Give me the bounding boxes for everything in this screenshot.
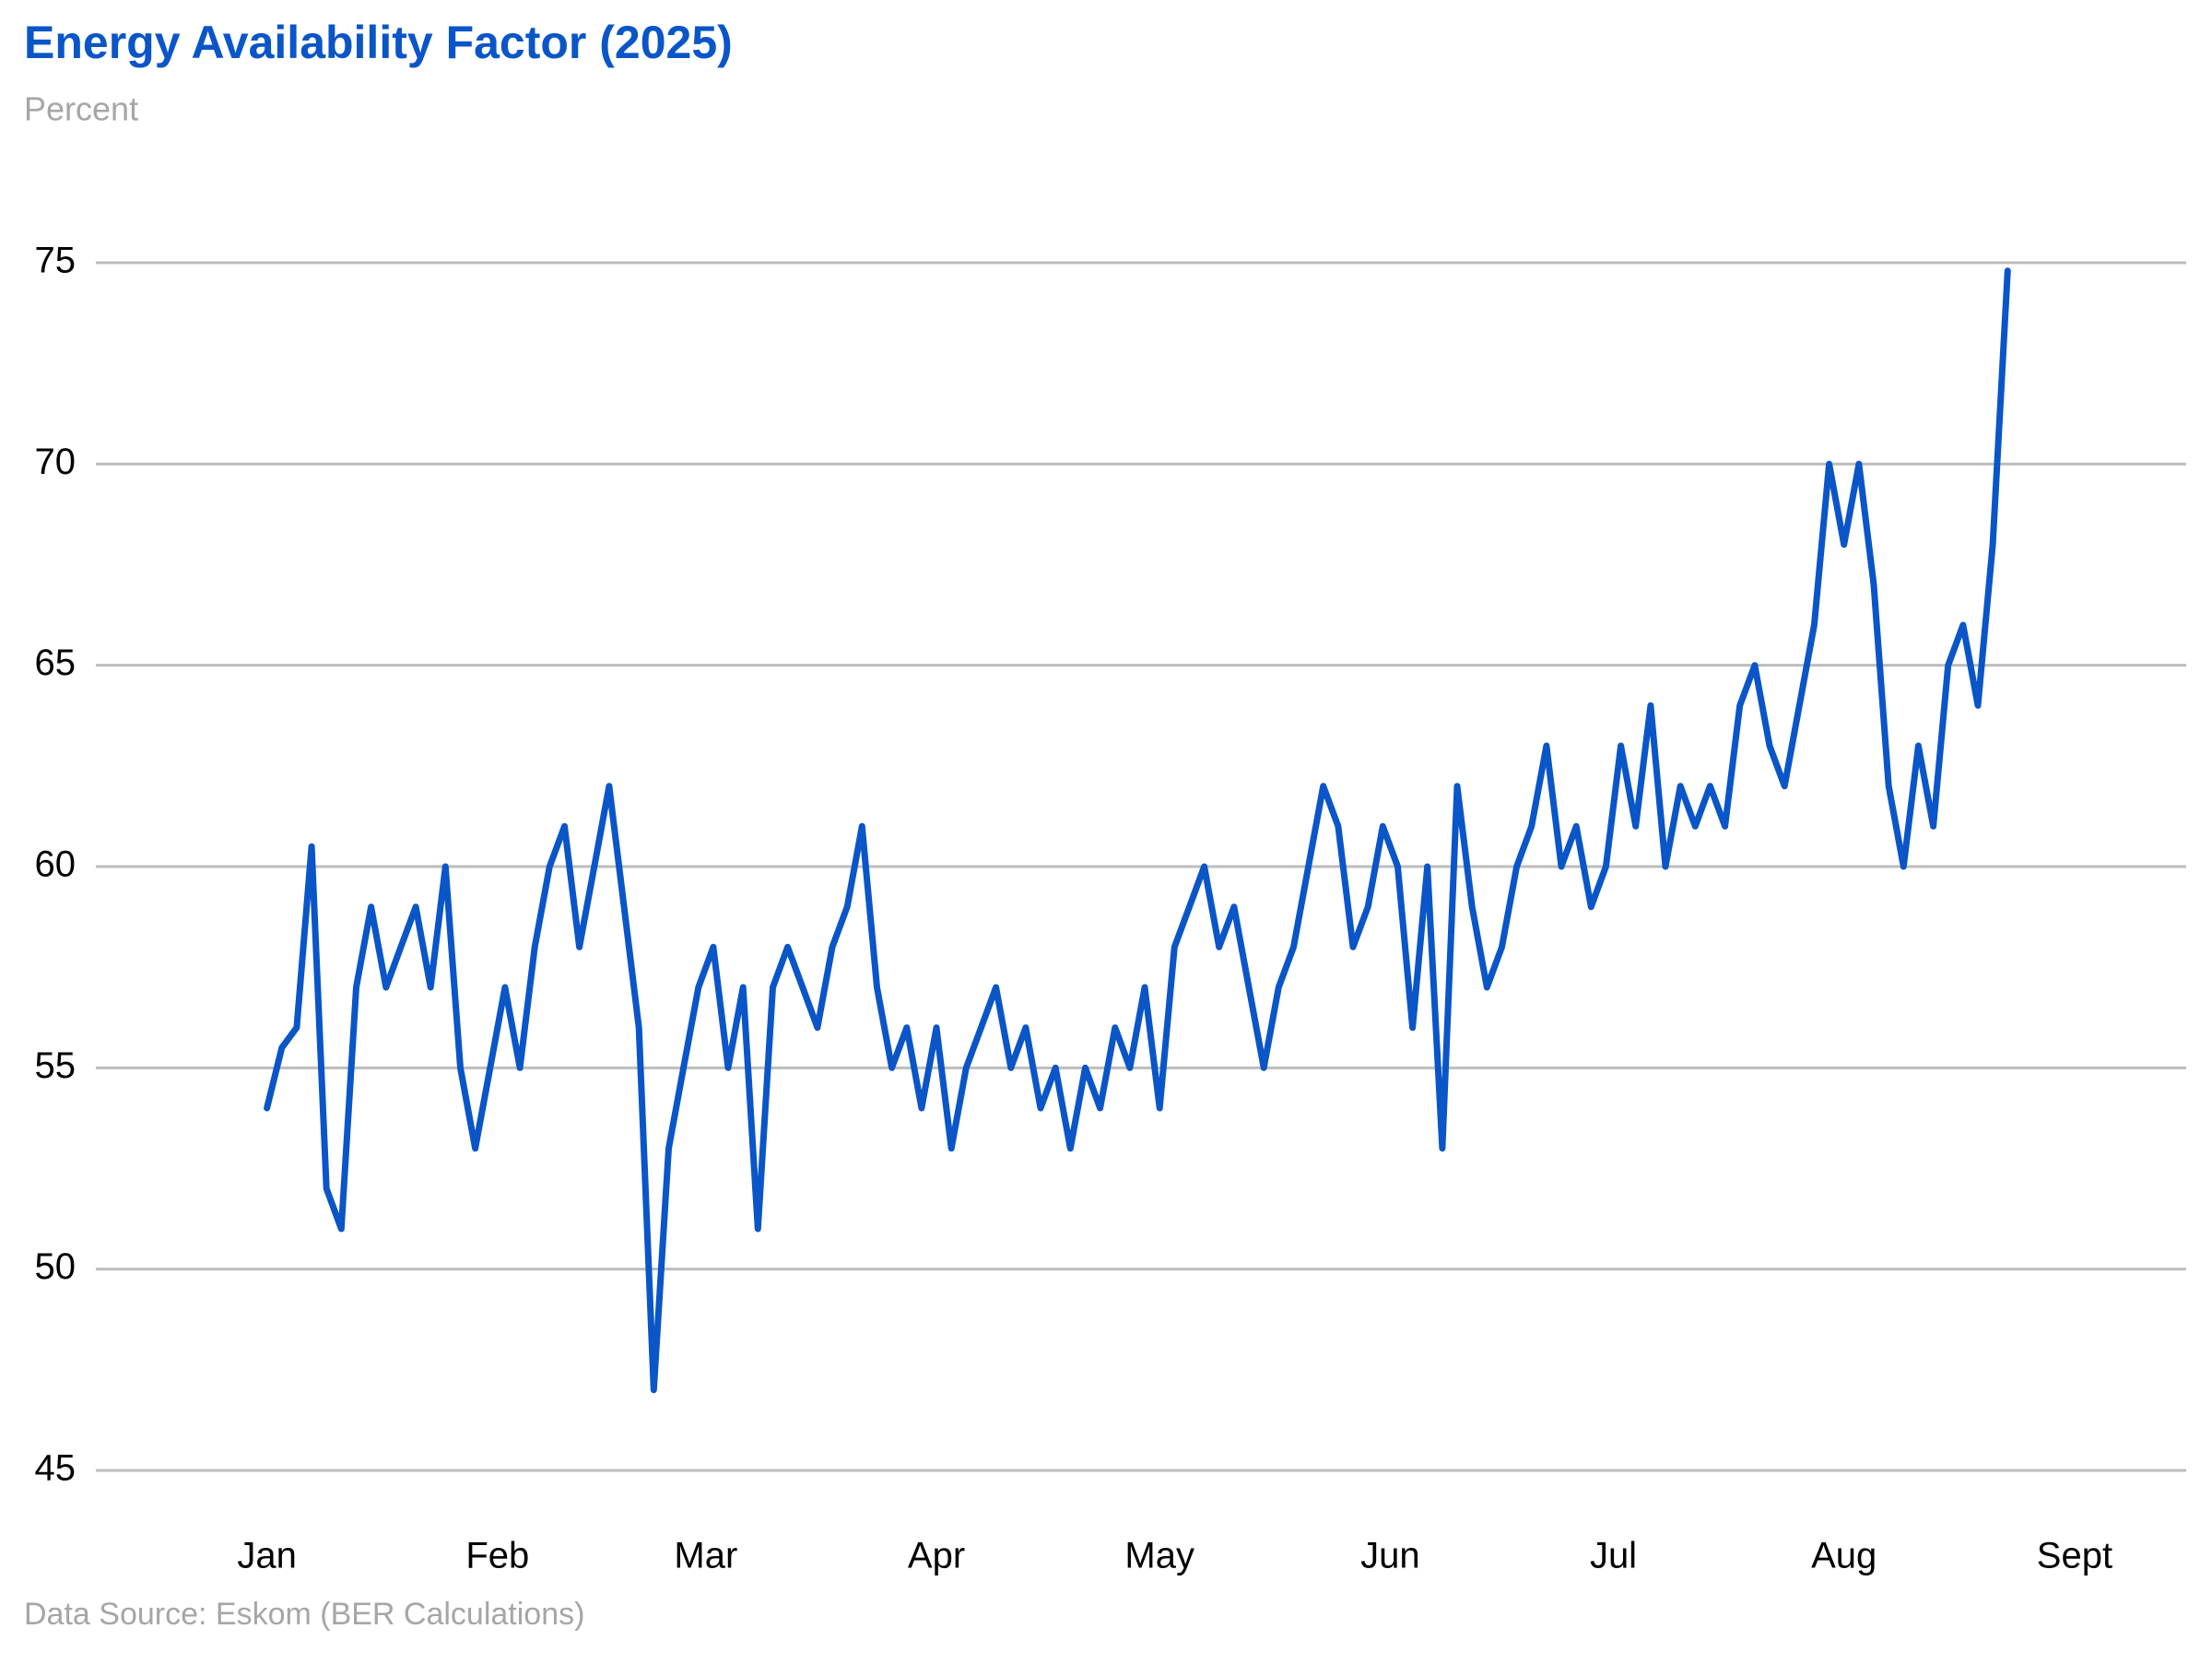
- data-line: [264, 267, 2011, 1394]
- x-tick-label: Jun: [1360, 1536, 1420, 1576]
- y-tick-label: 70: [35, 442, 76, 482]
- y-tick-label: 55: [35, 1045, 76, 1086]
- y-tick-label: 65: [35, 643, 76, 683]
- y-tick-label: 75: [35, 241, 76, 281]
- x-tick-label: Jan: [237, 1536, 297, 1576]
- chart-subtitle: Percent: [24, 90, 138, 128]
- x-tick-label: Mar: [674, 1536, 737, 1576]
- x-tick-label: Apr: [908, 1536, 965, 1576]
- y-tick-label: 50: [35, 1246, 76, 1287]
- x-tick-label: Sept: [2037, 1536, 2112, 1576]
- x-tick-label: Aug: [1811, 1536, 1877, 1576]
- chart-title: Energy Availability Factor (2025): [24, 17, 733, 68]
- x-tick-label: Jul: [1590, 1536, 1637, 1576]
- y-tick-label: 45: [35, 1448, 76, 1489]
- x-tick-label: May: [1124, 1536, 1194, 1576]
- y-tick-label: 60: [35, 844, 76, 885]
- source-note: Data Source: Eskom (BER Calculations): [24, 1597, 584, 1632]
- x-tick-label: Feb: [465, 1536, 529, 1576]
